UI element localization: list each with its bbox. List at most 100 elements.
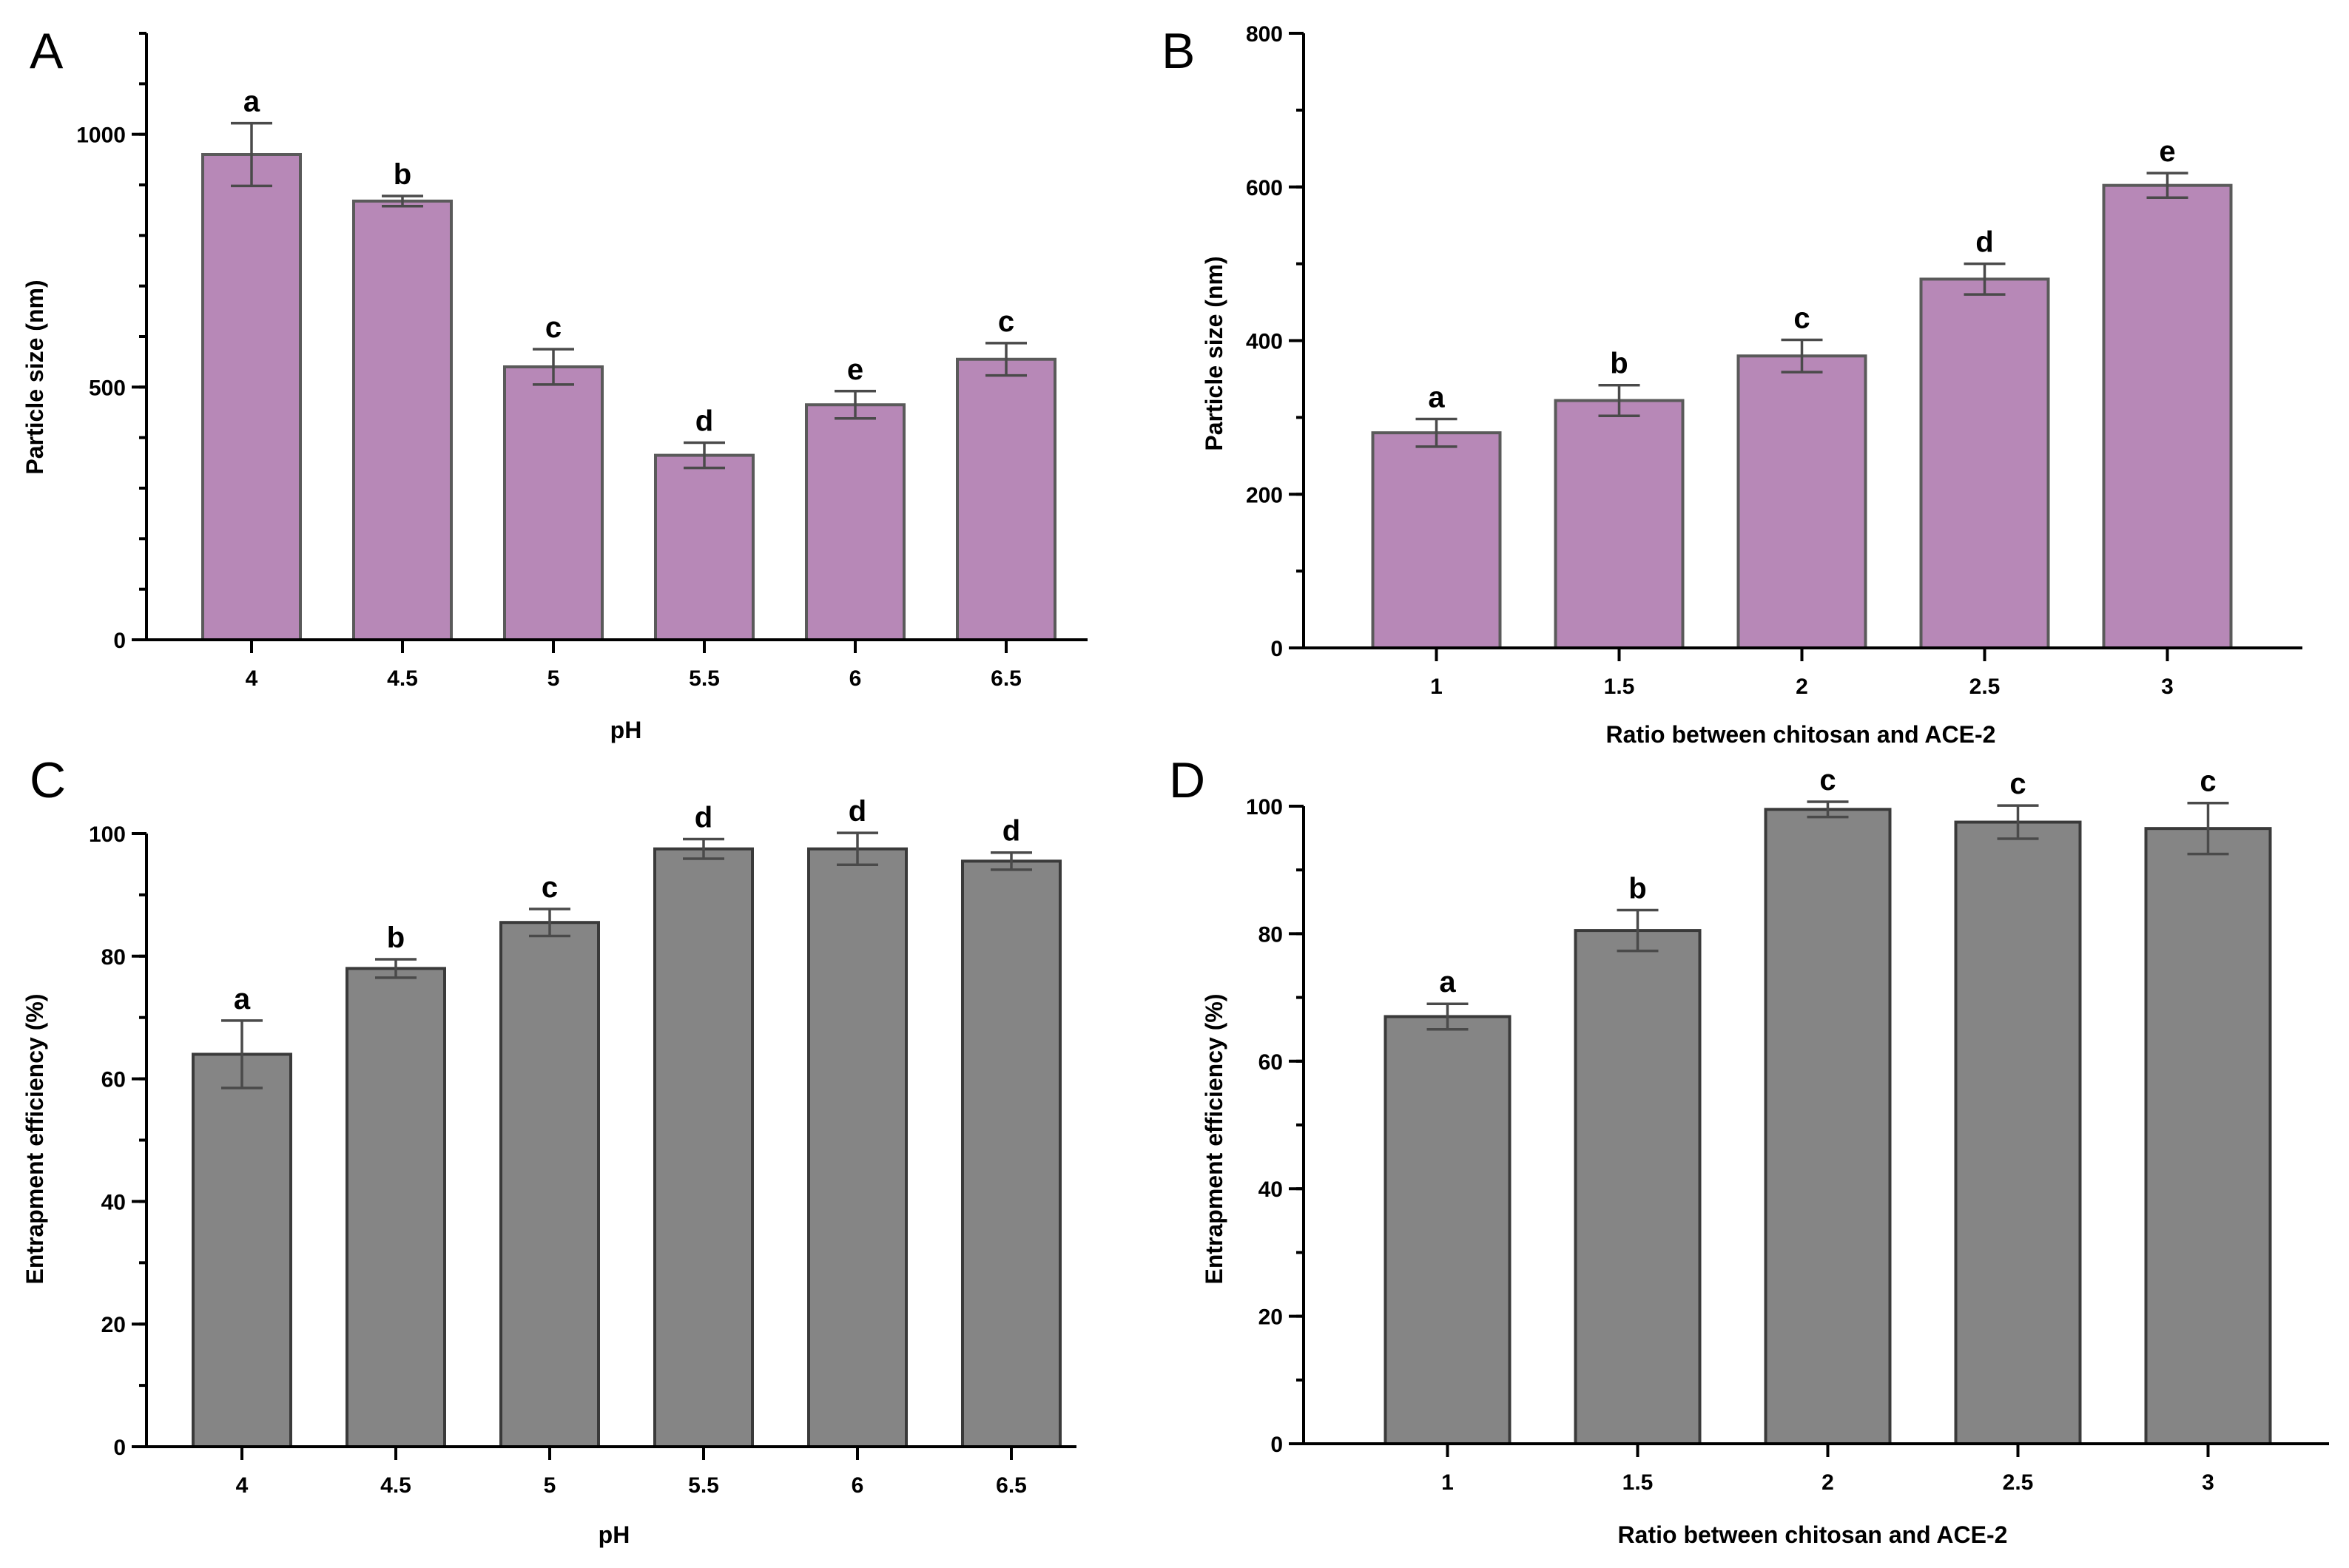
y-tick-label-a: 0 [113, 629, 126, 653]
significance-label-d: a [1439, 966, 1456, 998]
panel-d: D a b c c c 0 20 40 60 80 100 1 1.5 2 2.5 3 Entrapmen… [1169, 752, 2329, 1548]
significance-label-a: e [847, 354, 863, 386]
bar-b [1371, 431, 1502, 650]
bar-b [1554, 399, 1685, 650]
y-axis-label-d: Entrapment efficiency (%) [1201, 994, 1227, 1285]
significance-label-b: b [1610, 348, 1628, 380]
y-tick-label-c: 20 [101, 1313, 126, 1337]
x-axis-label-a: pH [610, 717, 642, 743]
bar-a [956, 357, 1056, 641]
y-tick-label-d: 80 [1258, 922, 1283, 947]
y-tick-label-b: 200 [1246, 483, 1283, 507]
y-tick-label-c: 40 [101, 1190, 126, 1214]
y-tick-label-d: 100 [1246, 795, 1283, 820]
x-tick-label-d: 1.5 [1622, 1470, 1654, 1495]
bar-c [192, 1052, 292, 1448]
x-tick-label-d: 1 [1441, 1470, 1454, 1495]
x-tick-label-a: 5.5 [689, 666, 720, 691]
x-tick-label-b: 1 [1430, 675, 1443, 699]
panel-c: C a b c d d d 0 20 40 60 80 100 4 4.5 5 5.5 6 6.5 Entra… [21, 752, 1076, 1548]
y-tick-label-a: 500 [89, 376, 126, 400]
y-axis-label-b: Particle size (nm) [1201, 256, 1227, 450]
y-tick-label-c: 60 [101, 1068, 126, 1092]
significance-label-b: a [1428, 381, 1445, 413]
bar-d [1954, 820, 2082, 1446]
x-tick-label-a: 4 [246, 666, 258, 691]
bar-b [1736, 354, 1867, 649]
significance-label-c: a [234, 983, 251, 1016]
significance-label-b: c [1793, 302, 1810, 334]
bar-d [1384, 1015, 1511, 1445]
x-tick-label-c: 5 [544, 1473, 556, 1498]
bar-c [653, 847, 754, 1448]
bar-a [352, 199, 453, 642]
significance-label-c: d [695, 801, 712, 834]
significance-label-c: d [849, 795, 866, 828]
significance-label-b: e [2159, 135, 2175, 168]
significance-label-d: c [1819, 764, 1836, 797]
y-tick-label-c: 80 [101, 945, 126, 970]
x-tick-label-d: 2.5 [2003, 1470, 2034, 1495]
panel-a: A a b c d e c 0 500 1000 4 4.5 5 5.5 6 6.5 Particle … [21, 23, 1088, 743]
significance-label-a: d [695, 405, 713, 438]
panel-letter-c: C [30, 752, 66, 808]
bar-a [805, 403, 906, 641]
significance-label-c: d [1002, 815, 1020, 848]
y-tick-label-c: 100 [89, 822, 126, 847]
x-tick-label-b: 1.5 [1604, 675, 1635, 699]
significance-label-a: b [394, 158, 411, 191]
significance-label-a: a [243, 86, 260, 118]
x-tick-label-c: 6 [852, 1473, 864, 1498]
x-tick-label-c: 6.5 [996, 1473, 1027, 1498]
y-tick-label-b: 0 [1270, 637, 1283, 661]
y-axis-label-a: Particle size (nm) [21, 280, 48, 474]
x-tick-label-a: 5 [547, 666, 560, 691]
x-tick-label-b: 2.5 [1969, 675, 2001, 699]
bar-d [1764, 808, 1892, 1446]
y-tick-label-b: 400 [1246, 330, 1283, 354]
significance-label-c: b [387, 922, 405, 954]
y-tick-label-d: 0 [1270, 1433, 1283, 1457]
x-axis-label-c: pH [599, 1521, 630, 1548]
y-tick-label-d: 60 [1258, 1050, 1283, 1075]
x-tick-label-b: 2 [1796, 675, 1808, 699]
panel-letter-b: B [1162, 23, 1195, 79]
significance-label-d: b [1628, 873, 1646, 905]
significance-label-b: d [1975, 226, 1993, 259]
x-tick-label-c: 4 [236, 1473, 249, 1498]
panel-letter-a: A [30, 23, 64, 79]
bar-c [499, 921, 600, 1448]
x-tick-label-b: 3 [2161, 675, 2174, 699]
x-tick-label-a: 6 [849, 666, 862, 691]
y-tick-label-d: 40 [1258, 1177, 1283, 1202]
y-tick-label-c: 0 [113, 1436, 126, 1460]
x-axis-label-d: Ratio between chitosan and ACE-2 [1618, 1521, 2008, 1548]
panel-b: B a b c d e 0 200 400 600 800 1 1.5 2 2.5 3 Particle… [1162, 22, 2302, 748]
significance-label-a: c [545, 311, 562, 344]
x-axis-label-b: Ratio between chitosan and ACE-2 [1606, 721, 1996, 748]
bar-c [807, 847, 908, 1448]
bar-a [503, 365, 604, 641]
x-tick-label-d: 3 [2202, 1470, 2214, 1495]
bar-b [1919, 277, 2050, 649]
bar-c [346, 967, 446, 1448]
x-tick-label-c: 4.5 [380, 1473, 411, 1498]
x-tick-label-c: 5.5 [688, 1473, 719, 1498]
significance-label-d: c [2200, 766, 2216, 798]
y-axis-label-c: Entrapment efficiency (%) [21, 994, 48, 1285]
y-tick-label-a: 1000 [76, 124, 126, 148]
bar-d [2144, 827, 2272, 1446]
significance-label-d: c [2009, 768, 2026, 800]
y-tick-label-b: 800 [1246, 22, 1283, 47]
x-tick-label-d: 2 [1821, 1470, 1834, 1495]
significance-label-c: c [542, 871, 558, 904]
panel-letter-d: D [1169, 752, 1205, 808]
significance-label-a: c [998, 305, 1014, 338]
bar-a [201, 153, 302, 641]
bar-b [2102, 183, 2233, 650]
bar-a [654, 453, 755, 641]
bar-c [961, 859, 1062, 1449]
x-tick-label-a: 4.5 [387, 666, 418, 691]
y-tick-label-b: 600 [1246, 176, 1283, 200]
